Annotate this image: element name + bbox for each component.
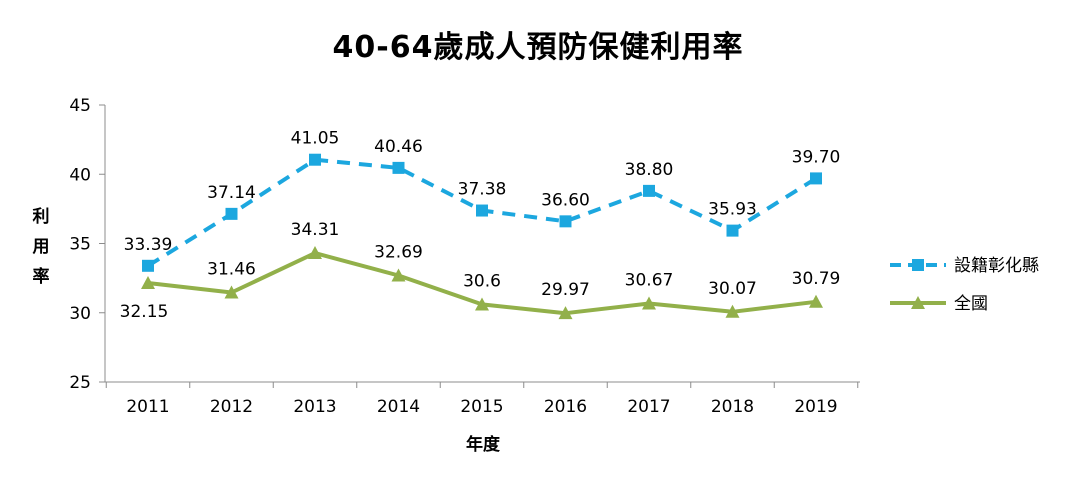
data-label: 30.6 — [463, 271, 501, 291]
legend-swatch-marker — [912, 259, 924, 271]
y-tick-label: 25 — [69, 373, 91, 393]
x-tick-label: 2016 — [544, 397, 587, 417]
data-point-marker — [809, 294, 823, 308]
data-point-marker — [142, 259, 154, 272]
x-tick-label: 2012 — [210, 397, 253, 417]
data-point-marker — [558, 306, 573, 320]
x-tick-label: 2015 — [460, 397, 503, 417]
y-axis-label: 利 用 率 — [28, 202, 54, 292]
legend-swatch-marker — [911, 296, 925, 309]
data-label: 39.70 — [792, 147, 841, 167]
data-point-marker — [726, 224, 739, 237]
y-tick-label: 30 — [69, 304, 91, 324]
data-point-marker — [392, 161, 405, 174]
data-point-marker — [643, 184, 655, 197]
data-point-marker — [725, 304, 740, 318]
data-point-marker — [475, 297, 489, 311]
data-label: 31.46 — [207, 260, 256, 280]
legend-label: 設籍彰化縣 — [954, 256, 1039, 276]
x-tick-label: 2018 — [711, 397, 754, 417]
chart-title: 40-64歲成人預防保健利用率 — [332, 30, 744, 65]
x-tick-label: 2011 — [126, 397, 169, 417]
y-tick-label: 35 — [69, 235, 91, 255]
data-label: 37.38 — [458, 180, 507, 200]
y-tick-label: 45 — [69, 96, 91, 116]
legend-label: 全國 — [954, 294, 988, 314]
data-label: 30.79 — [792, 269, 841, 289]
data-label: 32.15 — [120, 302, 169, 322]
data-point-marker — [308, 246, 322, 260]
x-tick-label: 2013 — [293, 397, 336, 417]
data-label: 36.60 — [541, 190, 590, 210]
data-label: 37.14 — [207, 183, 256, 203]
data-label: 40.46 — [374, 137, 423, 157]
data-point-marker — [642, 296, 656, 310]
data-label: 38.80 — [625, 160, 674, 180]
data-label: 33.39 — [124, 235, 173, 255]
data-point-marker — [225, 207, 238, 220]
x-axis-label: 年度 — [466, 435, 500, 455]
x-tick-label: 2014 — [377, 397, 420, 417]
data-label: 41.05 — [291, 129, 340, 149]
data-point-marker — [559, 215, 572, 228]
data-point-marker — [141, 275, 155, 289]
data-point-marker — [810, 172, 822, 185]
y-axis-label-char-1: 利 — [32, 207, 50, 227]
data-point-marker — [476, 204, 488, 217]
x-tick-label: 2019 — [794, 397, 837, 417]
data-label: 30.67 — [625, 270, 674, 290]
y-axis-label-char-2: 用 — [32, 237, 50, 257]
data-label: 30.07 — [708, 279, 757, 299]
x-tick-label: 2017 — [627, 397, 670, 417]
data-point-marker — [391, 268, 406, 282]
data-label: 29.97 — [541, 280, 590, 300]
data-point-marker — [224, 285, 239, 299]
data-label: 35.93 — [708, 200, 757, 220]
data-point-marker — [309, 153, 321, 166]
data-label: 34.31 — [291, 220, 340, 240]
data-label: 32.69 — [374, 242, 423, 262]
y-axis-label-char-3: 率 — [32, 267, 50, 287]
y-tick-label: 40 — [69, 165, 91, 185]
